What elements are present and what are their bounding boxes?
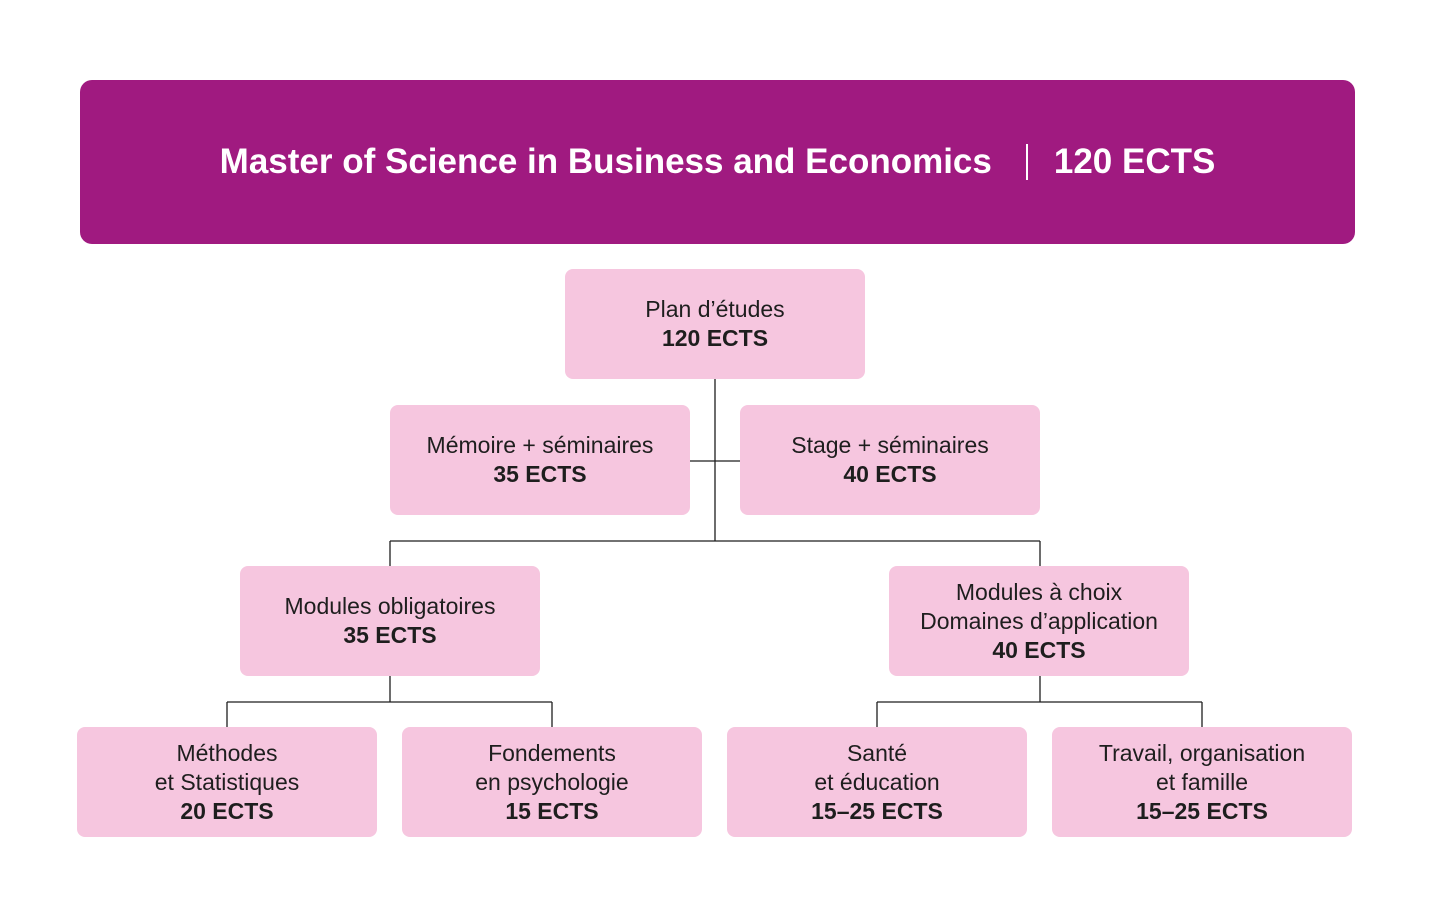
node-label: Modules obligatoires bbox=[284, 593, 496, 619]
node-label: Santé bbox=[846, 739, 908, 766]
node-travail-organisation-famille: Travail, organisation et famille 15–25 E… bbox=[1052, 727, 1352, 837]
node-label: Fondements bbox=[488, 739, 616, 766]
node-ects: 15–25 ECTS bbox=[1136, 797, 1268, 824]
node-ects: 20 ECTS bbox=[180, 797, 274, 824]
node-sante-education: Santé et éducation 15–25 ECTS bbox=[727, 727, 1027, 837]
node-label-line-2: et éducation bbox=[814, 768, 940, 795]
title-separator bbox=[1025, 144, 1028, 180]
program-title: Master of Science in Business and Econom… bbox=[219, 142, 992, 181]
node-label: Travail, organisation bbox=[1098, 739, 1306, 766]
program-banner: Master of Science in Business and Econom… bbox=[80, 80, 1355, 244]
node-ects: 40 ECTS bbox=[992, 636, 1086, 663]
node-label: Mémoire + séminaires bbox=[426, 432, 654, 458]
node-label-line-2: et Statistiques bbox=[154, 768, 300, 795]
node-memoire-seminaires: Mémoire + séminaires 35 ECTS bbox=[390, 405, 690, 515]
node-label-line-2: en psychologie bbox=[475, 768, 629, 795]
node-fondements-psychologie: Fondements en psychologie 15 ECTS bbox=[402, 727, 702, 837]
node-label-line-2: et famille bbox=[1155, 768, 1249, 795]
node-label: Stage + séminaires bbox=[791, 432, 989, 458]
node-methodes-statistiques: Méthodes et Statistiques 20 ECTS bbox=[77, 727, 377, 837]
node-ects: 15–25 ECTS bbox=[811, 797, 943, 824]
node-modules-a-choix: Modules à choix Domaines d’application 4… bbox=[889, 566, 1189, 676]
node-stage-seminaires: Stage + séminaires 40 ECTS bbox=[740, 405, 1040, 515]
node-label: Méthodes bbox=[176, 739, 278, 766]
node-ects: 35 ECTS bbox=[493, 461, 587, 487]
node-plan-etudes: Plan d’études 120 ECTS bbox=[565, 269, 865, 379]
node-label-line-2: Domaines d’application bbox=[920, 607, 1158, 634]
program-credits: 120 ECTS bbox=[1053, 142, 1216, 181]
node-modules-obligatoires: Modules obligatoires 35 ECTS bbox=[240, 566, 540, 676]
node-ects: 15 ECTS bbox=[505, 797, 599, 824]
node-label: Plan d’études bbox=[645, 296, 785, 322]
node-ects: 40 ECTS bbox=[843, 461, 937, 487]
node-label: Modules à choix bbox=[955, 578, 1123, 605]
node-ects: 120 ECTS bbox=[661, 325, 769, 351]
node-ects: 35 ECTS bbox=[343, 622, 437, 648]
